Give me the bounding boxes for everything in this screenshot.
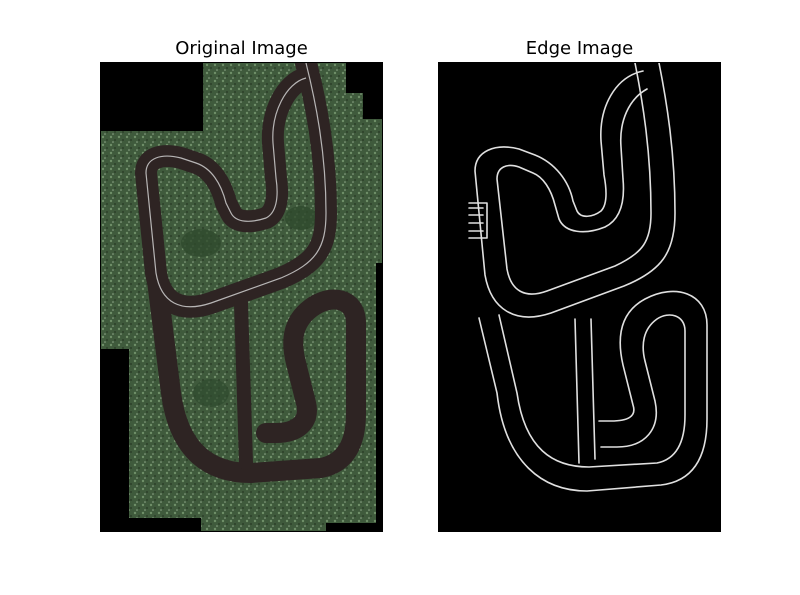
edge-image-title: Edge Image: [525, 38, 634, 59]
edge-image: [468, 63, 708, 492]
original-image-title: Original Image: [175, 38, 308, 59]
edge-outlines: [468, 63, 708, 492]
original-image: [101, 63, 382, 531]
original-image-panel: [100, 62, 383, 532]
edge-image-panel: [438, 62, 721, 532]
